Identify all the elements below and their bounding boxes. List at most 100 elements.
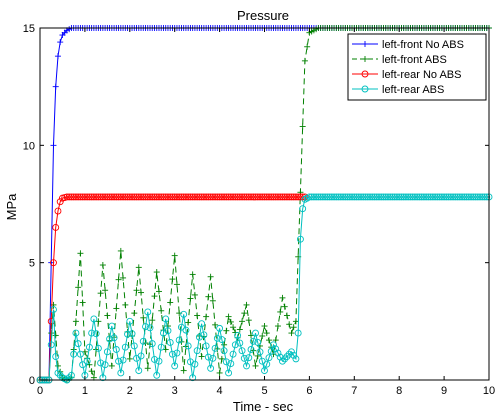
series-point bbox=[319, 193, 327, 201]
series-point bbox=[205, 293, 212, 300]
series-point bbox=[263, 193, 271, 201]
series-point bbox=[239, 318, 246, 325]
series-point bbox=[377, 193, 385, 201]
series-point bbox=[52, 332, 59, 339]
series-point bbox=[229, 350, 237, 358]
series-point bbox=[402, 193, 410, 201]
series-point bbox=[90, 315, 98, 323]
series-point bbox=[283, 353, 291, 360]
series-point bbox=[185, 319, 192, 326]
series-point bbox=[72, 318, 79, 325]
series-point bbox=[252, 329, 259, 337]
series-point bbox=[65, 193, 73, 201]
series-point bbox=[54, 207, 62, 215]
series-point bbox=[449, 193, 457, 201]
series-point bbox=[221, 341, 228, 348]
series-point bbox=[140, 314, 147, 321]
series-point bbox=[212, 321, 219, 328]
chart-title: Pressure bbox=[237, 8, 289, 23]
series-point bbox=[472, 193, 479, 201]
series-point bbox=[104, 312, 111, 319]
series-point bbox=[274, 349, 282, 357]
series-point bbox=[375, 193, 383, 201]
series-point bbox=[231, 341, 239, 349]
series-point bbox=[229, 193, 237, 201]
series-point bbox=[254, 339, 262, 346]
series-point bbox=[391, 193, 399, 201]
series-line bbox=[40, 196, 489, 381]
series-point bbox=[292, 355, 300, 363]
series-point bbox=[119, 356, 127, 364]
series-point bbox=[209, 297, 216, 304]
series-point bbox=[328, 193, 336, 201]
series-point bbox=[454, 193, 462, 201]
series-point bbox=[193, 193, 201, 201]
series-point bbox=[424, 193, 432, 201]
series-point bbox=[270, 341, 277, 349]
series-point bbox=[230, 324, 237, 331]
series-point bbox=[94, 344, 102, 352]
series-point bbox=[151, 356, 158, 363]
series-point bbox=[250, 347, 257, 354]
series-point bbox=[231, 193, 239, 201]
series-point bbox=[216, 369, 223, 376]
series-point bbox=[395, 193, 403, 201]
series-point bbox=[175, 193, 183, 201]
series-point bbox=[404, 193, 412, 201]
series-point bbox=[292, 193, 300, 201]
x-tick-label: 6 bbox=[306, 385, 312, 397]
series-point bbox=[456, 193, 464, 201]
series-point bbox=[110, 334, 118, 342]
series-point bbox=[83, 357, 91, 365]
series-point bbox=[348, 193, 356, 201]
series-point bbox=[463, 193, 470, 201]
series-point bbox=[117, 193, 125, 201]
series-point bbox=[139, 193, 147, 201]
series-point bbox=[158, 307, 165, 314]
series-point bbox=[227, 360, 235, 368]
legend-marker bbox=[361, 70, 369, 78]
series-point bbox=[207, 273, 214, 280]
series-point bbox=[88, 368, 95, 375]
series-point bbox=[287, 193, 295, 201]
series-point bbox=[355, 193, 363, 201]
series-point bbox=[198, 353, 205, 360]
series-point bbox=[113, 305, 120, 312]
y-tick-label: 15 bbox=[23, 23, 35, 35]
series-point bbox=[67, 193, 75, 201]
series-point bbox=[130, 193, 138, 201]
series-point bbox=[227, 193, 235, 201]
series-point bbox=[294, 193, 302, 201]
series-point bbox=[310, 193, 318, 201]
series-point bbox=[151, 193, 158, 201]
series-point bbox=[75, 284, 82, 291]
series-point bbox=[180, 310, 188, 318]
series-point bbox=[305, 193, 313, 201]
series-point bbox=[94, 193, 102, 201]
series-point bbox=[294, 329, 302, 337]
series-point bbox=[153, 269, 160, 276]
series-point bbox=[353, 193, 360, 201]
series-point bbox=[326, 193, 334, 201]
series-point bbox=[144, 193, 152, 201]
series-point bbox=[270, 193, 277, 201]
series-point bbox=[180, 367, 187, 374]
series-point bbox=[117, 247, 124, 254]
series-point bbox=[364, 193, 372, 201]
series-point bbox=[406, 193, 414, 201]
series-point bbox=[138, 289, 145, 296]
series-point bbox=[209, 193, 217, 201]
series-point bbox=[63, 193, 71, 201]
series-line bbox=[40, 27, 489, 381]
series-point bbox=[279, 193, 286, 201]
series-point bbox=[57, 39, 64, 46]
series-point bbox=[386, 193, 394, 201]
series-point bbox=[173, 349, 181, 357]
series-point bbox=[261, 323, 268, 330]
series-point bbox=[97, 290, 104, 297]
series-point bbox=[182, 193, 190, 201]
series-point bbox=[240, 193, 248, 201]
series-point bbox=[393, 193, 401, 201]
series-point bbox=[153, 193, 161, 201]
series-point bbox=[258, 193, 266, 201]
